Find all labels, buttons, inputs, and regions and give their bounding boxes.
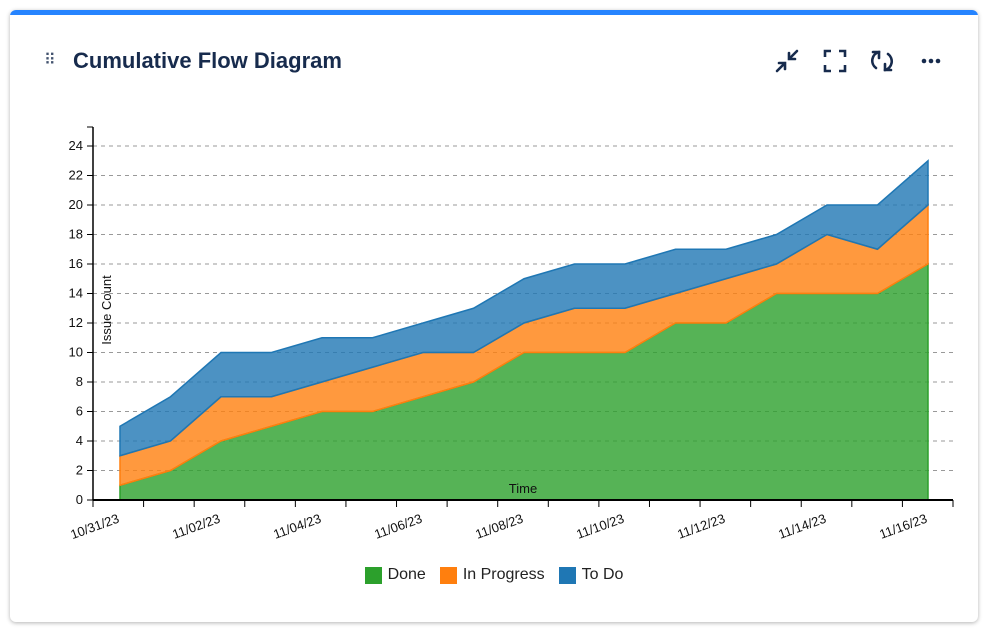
y-tick-label: 4 xyxy=(76,433,83,448)
legend-swatch-to-do xyxy=(558,566,576,584)
x-tick-label: 11/02/23 xyxy=(170,511,222,542)
drag-handle-icon[interactable]: ⠿ xyxy=(44,52,56,69)
card-accent-bar xyxy=(10,10,978,15)
x-tick-label: 11/08/23 xyxy=(473,511,525,542)
y-tick-label: 2 xyxy=(76,463,83,478)
y-tick-label: 20 xyxy=(69,197,83,212)
legend-in-progress[interactable]: In Progress xyxy=(439,566,545,584)
y-tick-label: 16 xyxy=(69,256,83,271)
legend-done[interactable]: Done xyxy=(364,566,426,584)
y-tick-label: 12 xyxy=(69,315,83,330)
y-tick-label: 14 xyxy=(69,286,83,301)
x-tick-label: 11/12/23 xyxy=(675,511,727,542)
more-options-icon[interactable] xyxy=(916,46,946,76)
y-tick-label: 8 xyxy=(76,374,83,389)
cfd-card: ⠿ Cumulative Flow Diagram 0 2 4 6 8 10 12 14 16 1… xyxy=(10,10,978,622)
legend-swatch-in-progress xyxy=(439,566,457,584)
page-title: Cumulative Flow Diagram xyxy=(73,48,342,73)
y-tick-label: 6 xyxy=(76,404,83,419)
legend-label: Done xyxy=(387,566,426,583)
y-axis-title: Issue Count xyxy=(99,275,114,345)
y-tick-label: 0 xyxy=(76,492,83,507)
x-axis-title: Time xyxy=(509,481,537,496)
y-tick-label: 10 xyxy=(69,345,83,360)
x-tick-label: 11/04/23 xyxy=(271,511,323,542)
y-tick-label: 22 xyxy=(69,168,83,183)
y-tick-label: 18 xyxy=(69,227,83,242)
x-tick-label: 11/16/23 xyxy=(877,511,929,542)
x-tick-label: 10/31/23 xyxy=(68,511,121,542)
x-tick-label: 11/14/23 xyxy=(776,511,828,542)
legend-swatch-done xyxy=(364,566,382,584)
y-tick-label: 24 xyxy=(69,138,83,153)
x-tick-label: 11/10/23 xyxy=(574,511,626,542)
x-tick-label: 11/06/23 xyxy=(372,511,424,542)
chart-legend: Done In Progress To Do xyxy=(10,566,978,584)
area-to-do xyxy=(119,159,929,457)
refresh-icon[interactable] xyxy=(867,46,897,76)
legend-label: In Progress xyxy=(462,566,545,583)
legend-to-do[interactable]: To Do xyxy=(558,566,624,584)
fullscreen-icon[interactable] xyxy=(820,46,850,76)
minimize-icon[interactable] xyxy=(772,46,802,76)
legend-label: To Do xyxy=(581,566,624,583)
